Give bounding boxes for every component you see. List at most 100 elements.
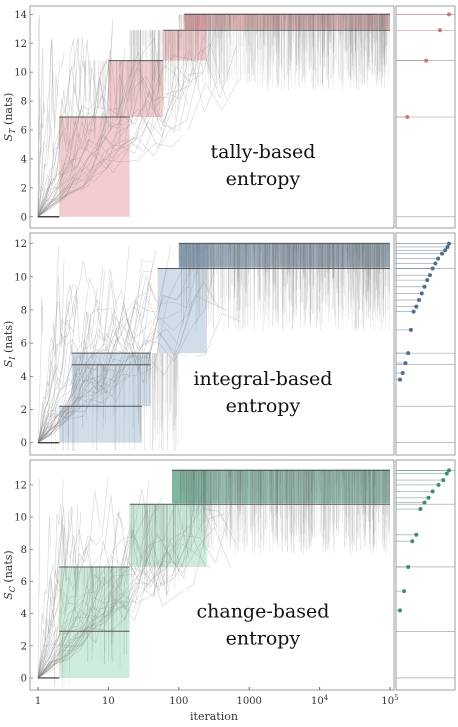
trajectory-curve <box>37 18 219 218</box>
x-tick-label: 1 <box>35 696 41 707</box>
band <box>59 566 130 632</box>
trajectory-curve <box>37 504 79 679</box>
band <box>71 353 151 365</box>
trajectory-curve <box>37 38 78 217</box>
y-tick-label: 10 <box>14 272 27 283</box>
trajectory-curve <box>37 75 168 217</box>
side-point <box>419 291 424 296</box>
band-top <box>184 13 390 30</box>
trajectory-curve <box>37 280 118 443</box>
y-axis-title: SC (nats) <box>2 550 17 599</box>
trajectory-curve <box>37 245 220 443</box>
panel-3: 0 2 4 6 8 10 12 SC (nats) change-based entropy 1 10… <box>2 459 456 723</box>
trajectory-curve <box>37 301 153 443</box>
y-tick-label: 4 <box>21 609 27 620</box>
trajectory-curve <box>37 61 87 217</box>
trajectory-curve <box>37 539 129 679</box>
trajectory-curve <box>37 18 39 217</box>
trajectory-curve <box>37 66 204 217</box>
trajectory-curve <box>37 274 61 443</box>
trajectory-curve <box>37 101 45 217</box>
side-points <box>396 468 455 679</box>
trajectory-curve <box>37 507 74 679</box>
trajectory-curve <box>37 510 170 679</box>
trajectory-curve <box>37 313 240 443</box>
trajectory-curve <box>37 286 189 443</box>
x-tick-label: 10 <box>102 696 115 707</box>
trajectory-curve <box>37 88 41 217</box>
trajectory-curve <box>37 481 198 679</box>
trajectory-curve <box>37 74 137 217</box>
trajectory-curve <box>37 488 152 679</box>
side-points <box>396 12 455 218</box>
band <box>59 631 130 678</box>
trajectory-curve <box>37 36 87 217</box>
y-tick-label: 0 <box>21 438 27 449</box>
trajectory-curve <box>37 529 152 679</box>
trajectory-curve <box>37 245 60 443</box>
trajectory-curve <box>37 318 71 443</box>
side-point <box>433 261 438 266</box>
trajectory-curve <box>37 59 111 217</box>
trajectory-curve <box>37 267 168 443</box>
side-point <box>403 361 408 366</box>
trajectory-curve <box>37 51 159 217</box>
trajectory-curve <box>37 60 113 217</box>
side-point <box>440 251 445 256</box>
side-points <box>396 241 455 444</box>
trajectory-curve <box>37 491 218 679</box>
side-point <box>418 507 423 512</box>
trajectory-curve <box>37 511 82 679</box>
y-tick-label: 2 <box>21 183 27 194</box>
side-point <box>425 278 430 283</box>
trajectory-curve <box>37 245 130 443</box>
trajectory-curve <box>37 283 152 443</box>
trajectory-curve <box>37 529 93 679</box>
trajectory-curve <box>37 277 100 443</box>
trajectory-curve <box>37 505 70 679</box>
band <box>71 364 151 407</box>
trajectories <box>37 242 391 451</box>
trajectory-curve <box>37 50 220 218</box>
trajectory-curve <box>37 477 109 679</box>
trajectory-curve <box>37 495 118 679</box>
side-point <box>408 327 413 332</box>
y-tick-label: 6 <box>21 577 27 588</box>
trajectories <box>37 13 390 218</box>
trajectory-curve <box>37 70 58 217</box>
trajectory-curve <box>37 249 194 443</box>
y-axis-title: ST (nats) <box>2 93 17 142</box>
trajectory-curve <box>37 531 206 679</box>
side-plot-frame <box>395 459 456 691</box>
band <box>157 268 207 354</box>
trajectory-curve <box>37 38 79 217</box>
side-point <box>436 482 441 487</box>
side-point <box>443 248 448 253</box>
trajectory-curve <box>37 296 79 443</box>
trajectory-curve <box>37 245 207 443</box>
band <box>163 30 207 61</box>
side-point <box>398 377 402 382</box>
trajectory-curve <box>37 260 88 443</box>
side-point <box>422 500 427 505</box>
side-point <box>406 564 411 569</box>
trajectory-curve <box>37 508 236 679</box>
trajectory-curve <box>37 78 141 217</box>
x-tick-label: 1000 <box>236 696 261 707</box>
trajectory-curve <box>37 58 114 217</box>
y-tick-label: 2 <box>21 641 27 652</box>
y-axis-title: SI (nats) <box>2 321 17 368</box>
trajectory-curve <box>37 295 228 443</box>
trajectory-curve <box>37 67 195 218</box>
side-point <box>422 284 427 289</box>
side-point <box>430 489 435 494</box>
y-tick-label: 8 <box>21 97 27 108</box>
trajectory-curve <box>37 63 189 217</box>
trajectory-curve <box>37 263 154 443</box>
y-tick-label: 0 <box>21 212 27 223</box>
y-tick-label: 4 <box>21 154 27 165</box>
side-point <box>417 298 422 303</box>
trajectory-curve <box>37 302 193 443</box>
side-point <box>424 58 429 63</box>
trajectory-curve <box>37 53 186 217</box>
